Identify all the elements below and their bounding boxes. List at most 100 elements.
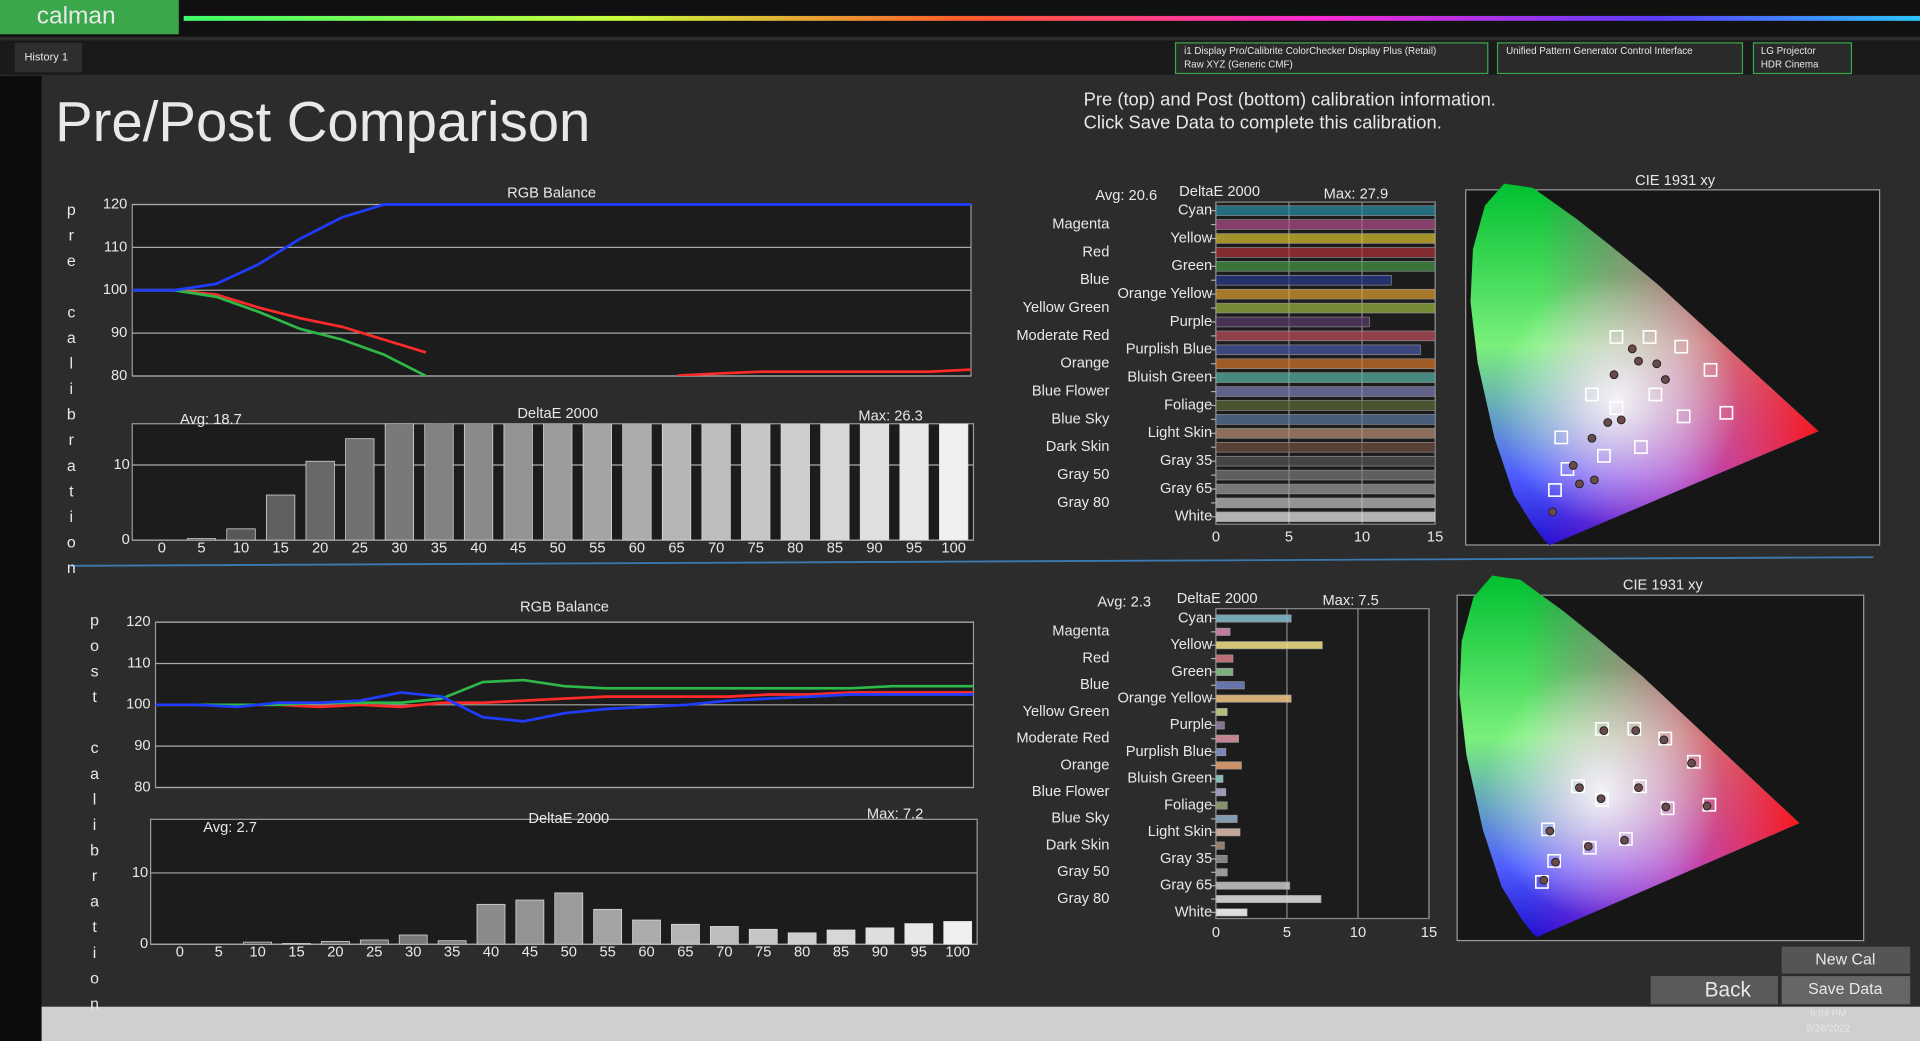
category-label: Blue Sky: [1051, 411, 1110, 427]
x-tick-label: 55: [599, 945, 615, 961]
category-label: Light Skin: [1148, 824, 1213, 840]
target-point: [1642, 330, 1657, 344]
device-selector[interactable]: [1752, 42, 1853, 75]
measured-point: [1548, 507, 1558, 517]
bar: [593, 908, 623, 945]
button-label: New Cal: [1815, 951, 1875, 968]
y-tick-label: 90: [134, 738, 150, 754]
y-tick-label: 10: [132, 865, 148, 881]
category-label: Bluish Green: [1127, 771, 1212, 787]
category-label: Moderate Red: [1016, 328, 1109, 344]
bar: [709, 926, 739, 945]
bar: [1215, 681, 1245, 690]
x-tick-label: 15: [1427, 530, 1443, 546]
measured-point: [1599, 726, 1609, 736]
bar: [1215, 275, 1392, 286]
y-tick-label: 80: [134, 779, 150, 795]
bar: [1215, 205, 1436, 216]
new-cal-button[interactable]: [1781, 946, 1911, 974]
plot-background: [1215, 608, 1430, 920]
bar: [1215, 455, 1436, 467]
bar: [1215, 233, 1436, 244]
category-label: White: [1175, 509, 1213, 525]
x-tick-label: 90: [872, 945, 888, 961]
category-label: Foliage: [1164, 397, 1212, 413]
chart-title: CIE 1931 xy: [1623, 577, 1704, 593]
bar: [243, 941, 273, 945]
target-point: [1548, 483, 1562, 497]
bar: [1215, 734, 1239, 743]
bar: [904, 923, 934, 945]
bar: [186, 538, 217, 541]
bar: [1215, 372, 1436, 383]
bar: [398, 934, 428, 945]
x-tick-label: 10: [1350, 925, 1366, 941]
tab-label: History 1: [24, 51, 67, 63]
x-tick-label: 50: [561, 945, 577, 961]
bar: [1215, 414, 1436, 425]
data-line: [132, 288, 427, 376]
category-label: Orange Yellow: [1118, 691, 1213, 707]
data-line: [155, 691, 974, 723]
measured-point: [1575, 783, 1584, 793]
target-point: [1554, 430, 1569, 445]
target-point: [1585, 387, 1599, 402]
target-point: [1609, 401, 1624, 415]
bar: [1215, 828, 1241, 837]
avg-label: Avg: 20.6: [1095, 188, 1157, 204]
target-point: [1719, 405, 1734, 420]
x-tick-label: 15: [288, 945, 304, 961]
side-label: post calibration: [86, 612, 103, 1021]
category-label: Green: [1171, 664, 1212, 680]
x-tick-label: 20: [327, 945, 343, 961]
category-label: Purplish Blue: [1126, 744, 1213, 760]
bar: [437, 940, 467, 945]
category-label: White: [1175, 904, 1213, 920]
x-tick-label: 5: [1283, 925, 1291, 941]
x-tick-label: 40: [470, 541, 486, 557]
bar: [943, 921, 973, 945]
x-tick-label: 25: [352, 541, 368, 557]
info-line: Pre (top) and Post (bottom) calibration …: [1084, 88, 1496, 109]
x-tick-label: 55: [589, 541, 605, 557]
target-point: [1676, 409, 1691, 424]
category-label: Magenta: [1052, 624, 1110, 640]
bar: [865, 927, 895, 945]
taskbar-time: 9:04 PM: [1810, 1009, 1846, 1020]
bar: [321, 941, 350, 945]
x-tick-label: 65: [677, 945, 693, 961]
category-label: Green: [1171, 258, 1212, 274]
device-selector[interactable]: [1174, 42, 1489, 75]
bar: [899, 423, 929, 541]
measured-point: [1661, 802, 1671, 812]
save-data-button[interactable]: [1781, 976, 1911, 1005]
y-tick-label: 0: [140, 936, 148, 952]
bar: [1215, 774, 1224, 783]
x-tick-label: 10: [249, 945, 265, 961]
rainbow-strip: [183, 15, 1920, 21]
tab[interactable]: [14, 42, 83, 73]
bar: [226, 528, 256, 541]
measured-point: [1545, 826, 1555, 836]
button-label: Save Data: [1808, 981, 1882, 998]
bar: [939, 423, 969, 541]
plot-area: [186, 423, 969, 541]
x-tick-label: 60: [638, 945, 654, 961]
measured-point: [1551, 857, 1560, 867]
gamut: [1459, 575, 1800, 938]
measured-point: [1568, 461, 1578, 470]
logo-box[interactable]: [0, 0, 179, 35]
bar: [1215, 302, 1436, 314]
bar: [622, 423, 652, 541]
bar: [701, 423, 731, 541]
bar: [1215, 748, 1227, 757]
x-tick-label: 60: [629, 541, 645, 557]
back-button[interactable]: [1650, 976, 1778, 1005]
bar: [1215, 261, 1436, 272]
target-point: [1547, 853, 1562, 868]
measured-point: [1627, 344, 1637, 354]
bar: [1215, 895, 1322, 904]
device-selector[interactable]: [1496, 42, 1744, 75]
left-bezel: [0, 75, 42, 1041]
